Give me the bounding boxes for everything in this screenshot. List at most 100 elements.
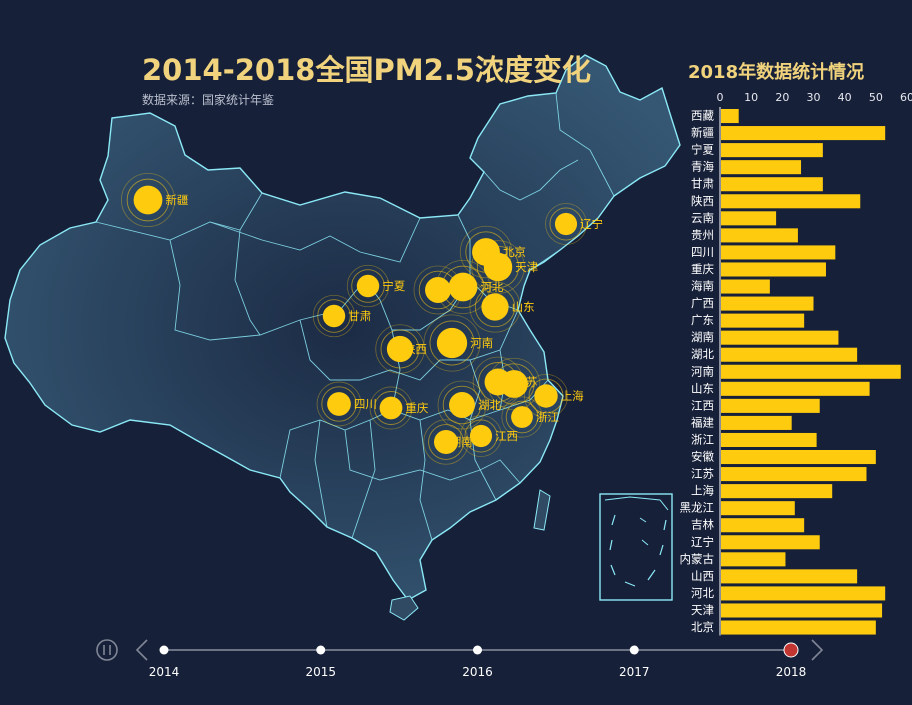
bar-x-tick-label: 40 xyxy=(838,91,852,104)
map-point-湖北[interactable]: 湖北 xyxy=(437,380,501,430)
map-scatter-points: 新疆辽宁北京天津河北山东宁夏甘肃陕西河南江苏上海四川重庆湖北浙江湖南江西 xyxy=(120,172,604,465)
bar-山东[interactable] xyxy=(721,381,870,396)
map-point-label: 新疆 xyxy=(165,193,188,207)
map-point-四川[interactable]: 四川 xyxy=(316,381,377,427)
timeline-node-2017[interactable]: 2017 xyxy=(619,645,650,680)
bar-x-tick-label: 60 xyxy=(900,91,912,104)
map-point-河南[interactable]: 河南 xyxy=(423,314,493,372)
map-point-甘肃[interactable]: 甘肃 xyxy=(312,294,371,338)
timeline: 2014 2015 2016 2017 2018 xyxy=(96,639,824,680)
bar-category-label: 黑龙江 xyxy=(680,501,715,515)
map-point-dot xyxy=(133,185,163,215)
bar-category-label: 西藏 xyxy=(691,109,714,123)
bar-category-label: 上海 xyxy=(691,484,714,498)
bar-category-label: 贵州 xyxy=(691,228,714,242)
bar-category-labels: 西藏新疆宁夏青海甘肃陕西云南贵州四川重庆海南广西广东湖南湖北河南山东江西福建浙江… xyxy=(680,109,715,635)
map-point-label: 湖北 xyxy=(478,398,501,412)
map-point-dot xyxy=(500,370,528,398)
bar-海南[interactable] xyxy=(721,279,770,294)
bar-category-label: 北京 xyxy=(691,620,714,634)
timeline-node-2014[interactable]: 2014 xyxy=(149,645,180,680)
map-point-浙江[interactable]: 浙江 xyxy=(501,396,560,438)
bar-x-tick-label: 10 xyxy=(744,91,758,104)
bar-x-tick-label: 50 xyxy=(869,91,883,104)
bar-chart-title: 2018年数据统计情况 xyxy=(688,62,865,83)
map-point-dot xyxy=(356,274,380,298)
bar-chart: 0 10 20 30 40 50 60 西藏新疆宁夏青海甘肃陕西云南贵州四川重庆海南广西广东… xyxy=(680,91,912,636)
south-china-sea-inset xyxy=(599,493,673,601)
bar-宁夏[interactable] xyxy=(721,143,823,158)
map-point-上海[interactable]: 上海 xyxy=(523,373,584,419)
map-point-label: 浙江 xyxy=(536,410,559,424)
bar-甘肃[interactable] xyxy=(721,177,823,192)
bar-辽宁[interactable] xyxy=(721,535,820,550)
bar-广西[interactable] xyxy=(721,296,814,311)
timeline-node-2016[interactable]: 2016 xyxy=(462,645,493,680)
bar-西藏[interactable] xyxy=(721,109,739,124)
bar-青海[interactable] xyxy=(721,160,802,175)
bar-云南[interactable] xyxy=(721,211,777,226)
map-point-新疆[interactable]: 新疆 xyxy=(120,172,189,228)
map-point-label: 河北 xyxy=(480,280,503,294)
bar-上海[interactable] xyxy=(721,484,833,499)
map-point-dot xyxy=(554,212,578,236)
bar-category-label: 山东 xyxy=(691,381,714,395)
map-point-辽宁[interactable]: 辽宁 xyxy=(545,203,604,245)
hainan-island xyxy=(389,595,419,621)
bar-四川[interactable] xyxy=(721,245,836,260)
map-point-湖南[interactable]: 湖南 xyxy=(423,419,473,465)
bar-陕西[interactable] xyxy=(721,194,861,209)
map-point-label: 重庆 xyxy=(405,401,428,415)
chevron-left-icon[interactable] xyxy=(135,639,148,661)
bar-category-label: 河北 xyxy=(691,586,714,600)
bar-category-label: 陕西 xyxy=(691,194,714,208)
bar-广东[interactable] xyxy=(721,313,805,328)
map-point-山东[interactable]: 山东 xyxy=(469,281,535,333)
bar-湖北[interactable] xyxy=(721,347,858,362)
bar-河北[interactable] xyxy=(721,586,886,601)
map-point-北京[interactable]: 北京 xyxy=(459,225,526,279)
bar-x-tick-label: 30 xyxy=(807,91,821,104)
timeline-node-2015[interactable]: 2015 xyxy=(305,645,336,680)
chevron-right-icon[interactable] xyxy=(811,639,824,661)
bar-河南[interactable] xyxy=(721,364,901,379)
map-point-label: 上海 xyxy=(561,389,584,403)
map-point-label: 湖南 xyxy=(450,435,473,449)
bar-新疆[interactable] xyxy=(721,126,886,141)
bar-浙江[interactable] xyxy=(721,432,817,447)
bar-天津[interactable] xyxy=(721,603,883,618)
bar-贵州[interactable] xyxy=(721,228,798,243)
map-point-label: 宁夏 xyxy=(382,279,405,293)
bar-category-label: 青海 xyxy=(691,160,714,174)
bar-黑龙江[interactable] xyxy=(721,501,795,516)
timeline-year-label: 2017 xyxy=(619,665,650,679)
bar-江西[interactable] xyxy=(721,398,820,413)
bar-重庆[interactable] xyxy=(721,262,826,277)
bar-福建[interactable] xyxy=(721,415,792,430)
map-point-天津[interactable]: 天津 xyxy=(471,240,539,294)
map-point-dot xyxy=(322,304,346,328)
map-point-陕西[interactable]: 陕西 xyxy=(375,324,427,374)
map-provinces xyxy=(4,54,681,621)
bar-category-label: 福建 xyxy=(691,415,714,429)
bar-内蒙古[interactable] xyxy=(721,552,786,567)
bar-安徽[interactable] xyxy=(721,450,876,465)
bar-category-label: 四川 xyxy=(691,245,714,259)
map-point-dot xyxy=(469,424,493,448)
map-point-江西[interactable]: 江西 xyxy=(460,415,519,457)
timeline-node-2018[interactable]: 2018 xyxy=(776,642,807,679)
bar-北京[interactable] xyxy=(721,620,876,635)
bar-吉林[interactable] xyxy=(721,518,805,533)
timeline-year-label: 2016 xyxy=(462,665,493,679)
map-point-label: 山东 xyxy=(512,300,535,314)
bar-江苏[interactable] xyxy=(721,467,867,482)
map-point-重庆[interactable]: 重庆 xyxy=(369,386,429,430)
pause-icon[interactable] xyxy=(96,639,118,661)
map-point-山西[interactable] xyxy=(413,265,463,315)
bar-山西[interactable] xyxy=(721,569,858,584)
bar-marks xyxy=(721,109,901,635)
map-point-宁夏[interactable]: 宁夏 xyxy=(346,264,406,308)
bar-湖南[interactable] xyxy=(721,330,839,345)
map-point-dot xyxy=(481,293,509,321)
